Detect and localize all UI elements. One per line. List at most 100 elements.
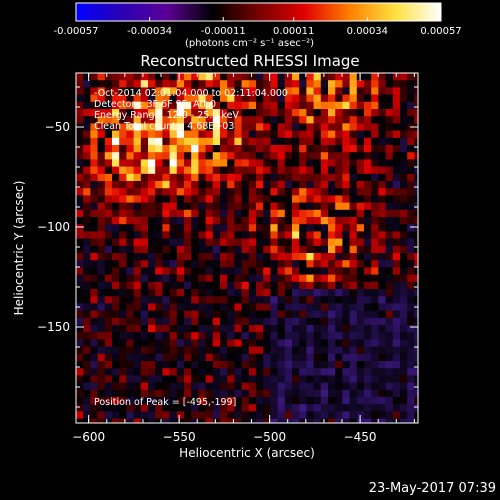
heatmap-pixel <box>140 80 149 88</box>
heatmap-pixel <box>227 397 235 405</box>
heatmap-pixel <box>392 310 401 319</box>
heatmap-pixel <box>176 80 185 88</box>
heatmap-pixel <box>184 267 192 275</box>
heatmap-pixel <box>97 267 106 275</box>
heatmap-pixel <box>76 310 84 319</box>
heatmap-pixel <box>292 181 300 189</box>
heatmap-pixel <box>227 166 235 175</box>
heatmap-pixel <box>263 173 271 182</box>
heatmap-pixel <box>320 137 329 146</box>
heatmap-pixel <box>162 296 170 304</box>
heatmap-pixel <box>140 166 149 175</box>
heatmap-pixel <box>371 94 379 103</box>
heatmap-pixel <box>356 195 365 203</box>
heatmap-pixel <box>104 173 113 182</box>
heatmap-pixel <box>126 389 134 398</box>
heatmap-pixel <box>263 404 271 412</box>
heatmap-pixel <box>407 325 415 333</box>
heatmap-pixel <box>306 209 314 218</box>
heatmap-pixel <box>133 109 142 117</box>
heatmap-pixel <box>90 137 98 146</box>
heatmap-pixel <box>205 130 214 139</box>
y-tick-label: −50 <box>45 120 70 134</box>
heatmap-pixel <box>256 130 264 139</box>
heatmap-pixel <box>364 346 372 355</box>
heatmap-pixel <box>385 209 394 218</box>
heatmap-pixel <box>364 173 372 182</box>
heatmap-pixel <box>306 253 314 261</box>
heatmap-pixel <box>292 418 300 423</box>
heatmap-pixel <box>83 325 91 333</box>
heatmap-pixel <box>292 202 300 211</box>
heatmap-pixel <box>313 382 322 391</box>
heatmap-pixel <box>349 73 358 81</box>
heatmap-pixel <box>328 289 336 297</box>
heatmap-pixel <box>342 404 350 412</box>
heatmap-pixel <box>356 152 365 160</box>
heatmap-pixel <box>119 339 127 347</box>
heatmap-pixel <box>306 289 314 297</box>
heatmap-pixel <box>263 202 271 211</box>
heatmap-pixel <box>176 274 185 283</box>
heatmap-pixel <box>400 166 408 175</box>
heatmap-pixel <box>320 116 329 124</box>
heatmap-pixel <box>97 339 106 347</box>
heatmap-pixel <box>241 260 250 268</box>
heatmap-pixel <box>263 137 271 146</box>
heatmap-pixel <box>90 325 98 333</box>
heatmap-pixel <box>414 137 418 146</box>
heatmap-pixel <box>112 188 120 196</box>
heatmap-pixel <box>227 152 235 160</box>
heatmap-pixel <box>342 80 350 88</box>
heatmap-pixel <box>392 260 401 268</box>
heatmap-pixel <box>256 339 264 347</box>
heatmap-pixel <box>371 245 379 254</box>
heatmap-pixel <box>220 361 228 369</box>
heatmap-pixel <box>162 368 170 376</box>
heatmap-pixel <box>292 238 300 247</box>
heatmap-pixel <box>169 404 178 412</box>
heatmap-pixel <box>104 375 113 383</box>
heatmap-pixel <box>277 253 286 261</box>
heatmap-pixel <box>277 188 286 196</box>
heatmap-pixel <box>248 339 257 347</box>
heatmap-pixel <box>256 245 264 254</box>
heatmap-pixel <box>198 231 206 239</box>
heatmap-pixel <box>162 80 170 88</box>
heatmap-pixel <box>292 260 300 268</box>
heatmap-pixel <box>191 397 199 405</box>
heatmap-pixel <box>76 87 84 95</box>
heatmap-pixel <box>378 188 386 196</box>
heatmap-pixel <box>277 375 286 383</box>
heatmap-pixel <box>76 224 84 232</box>
heatmap-pixel <box>248 94 257 103</box>
heatmap-pixel <box>378 281 386 290</box>
heatmap-pixel <box>407 101 415 110</box>
heatmap-pixel <box>371 137 379 146</box>
heatmap-pixel <box>342 231 350 239</box>
heatmap-pixel <box>76 346 84 355</box>
heatmap-pixel <box>148 267 156 275</box>
heatmap-pixel <box>270 238 278 247</box>
heatmap-pixel <box>306 353 314 362</box>
heatmap-pixel <box>227 382 235 391</box>
heatmap-pixel <box>133 296 142 304</box>
heatmap-pixel <box>263 346 271 355</box>
heatmap-pixel <box>227 253 235 261</box>
heatmap-pixel <box>119 267 127 275</box>
heatmap-pixel <box>148 152 156 160</box>
heatmap-pixel <box>176 253 185 261</box>
heatmap-pixel <box>112 73 120 81</box>
heatmap-pixel <box>378 296 386 304</box>
heatmap-pixel <box>155 389 163 398</box>
heatmap-pixel <box>414 397 418 405</box>
heatmap-pixel <box>191 87 199 95</box>
heatmap-pixel <box>104 397 113 405</box>
heatmap-pixel <box>198 224 206 232</box>
heatmap-pixel <box>371 181 379 189</box>
heatmap-pixel <box>349 418 358 423</box>
heatmap-pixel <box>112 418 120 423</box>
heatmap-pixel <box>212 195 221 203</box>
heatmap-pixel <box>378 137 386 146</box>
heatmap-pixel <box>328 267 336 275</box>
